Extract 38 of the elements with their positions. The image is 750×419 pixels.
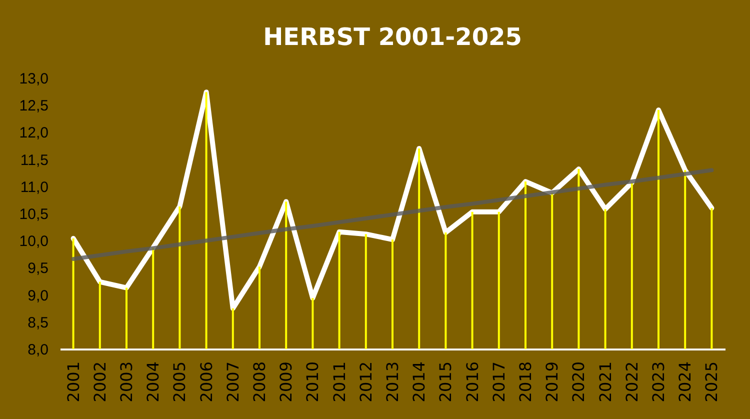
y-tick-label: 11,0 xyxy=(20,178,48,196)
x-tick-label: 2023 xyxy=(649,362,668,402)
x-tick-label: 2013 xyxy=(383,362,402,402)
x-tick-label: 2010 xyxy=(303,362,322,402)
x-tick-label: 2007 xyxy=(223,362,242,402)
y-tick-label: 8,0 xyxy=(28,342,48,358)
x-tick-label: 2008 xyxy=(250,362,269,402)
y-tick-label: 10,5 xyxy=(19,206,48,223)
x-tick-label: 2025 xyxy=(702,362,722,402)
y-tick-label: 11,5 xyxy=(20,152,48,169)
x-tick-label: 2017 xyxy=(489,362,508,402)
y-tick-label: 8,5 xyxy=(28,314,48,332)
y-tick-label: 9,5 xyxy=(28,260,48,278)
y-tick-label: 12,5 xyxy=(19,98,48,115)
line-series xyxy=(71,168,714,262)
x-tick-label: 2015 xyxy=(436,362,456,402)
y-tick-label: 10,0 xyxy=(19,233,48,250)
x-tick-label: 2001 xyxy=(64,362,83,402)
x-tick-label: 2005 xyxy=(170,362,190,402)
x-tick-label: 2009 xyxy=(276,362,296,402)
chart-title: HERBST 2001-2025 xyxy=(263,23,522,51)
y-tick-label: 12,0 xyxy=(19,124,48,142)
x-tick-label: 2020 xyxy=(569,362,588,402)
y-tick-label: 13,0 xyxy=(19,70,48,88)
x-tick-label: 2022 xyxy=(622,362,642,402)
x-tick-label: 2014 xyxy=(410,362,429,402)
x-tick-label: 2002 xyxy=(90,362,110,402)
x-tick-label: 2016 xyxy=(462,362,482,402)
x-tick-label: 2024 xyxy=(676,362,695,402)
y-tick-label: 9,0 xyxy=(28,287,48,304)
x-tick-label: 2004 xyxy=(144,362,163,402)
x-tick-label: 2012 xyxy=(356,362,376,402)
x-tick-label: 2021 xyxy=(596,362,615,402)
x-tick-label: 2003 xyxy=(117,362,136,402)
x-tick-label: 2011 xyxy=(330,362,349,402)
x-tick-label: 2019 xyxy=(542,362,562,402)
x-tick-label: 2006 xyxy=(196,362,216,402)
x-tick-label: 2018 xyxy=(516,362,535,402)
